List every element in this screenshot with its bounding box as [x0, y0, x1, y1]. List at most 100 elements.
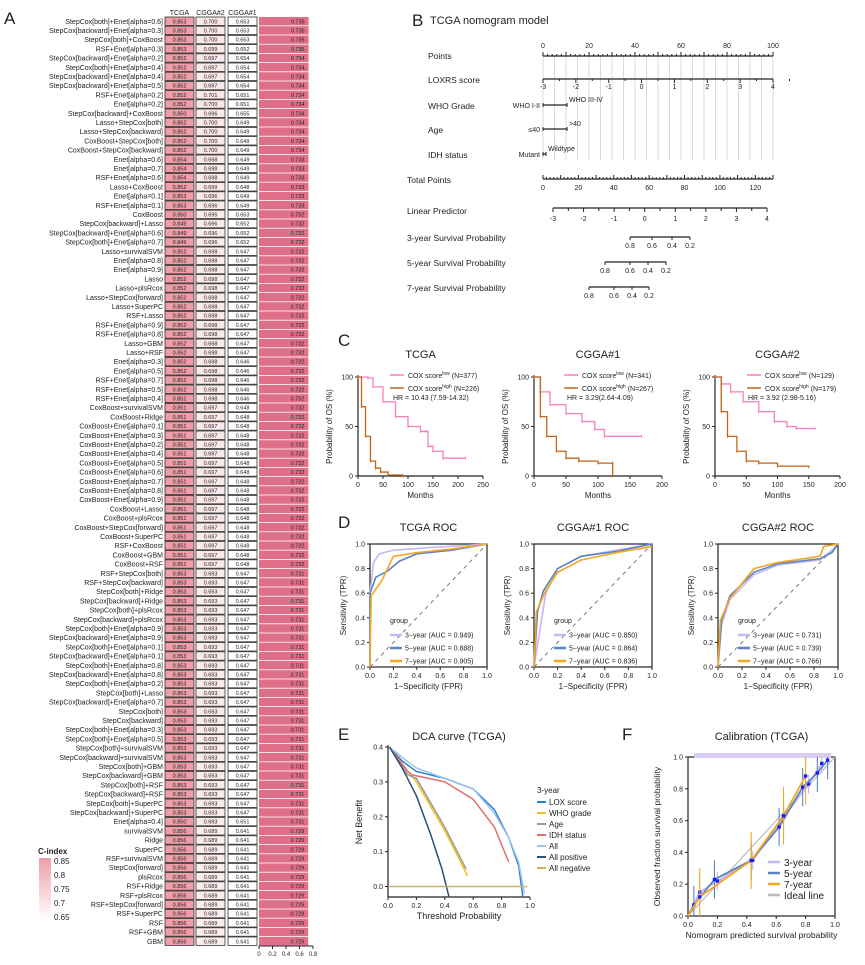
heatmap-cell — [227, 25, 258, 36]
y-tick-label: 100 — [517, 375, 529, 382]
heatmap-cell — [195, 274, 226, 284]
x-axis-label: 1−Specificity (FPR) — [394, 682, 463, 691]
c-index-value: 0.853 — [173, 47, 187, 53]
loxrs-tick-label: 2 — [705, 84, 709, 91]
c-index-value: 0.652 — [236, 222, 250, 228]
heatmap-cell — [195, 218, 226, 229]
c-index-value: 0.851 — [173, 562, 187, 568]
heatmap-cell — [164, 807, 195, 818]
bar-axis-label: 0 — [257, 952, 261, 958]
y-tick-label: 1.0 — [703, 542, 713, 549]
c-index-value: 0.641 — [236, 838, 250, 844]
c-index-value: 0.853 — [173, 203, 187, 209]
c-index-value: 0.853 — [173, 811, 187, 817]
7-year-survival-scale-tick-label: 0.2 — [644, 293, 654, 300]
c-index-value: 0.693 — [204, 617, 218, 623]
heatmap-cell — [227, 393, 258, 404]
mean-c-index-bar — [259, 210, 309, 219]
mean-c-index-bar — [259, 99, 309, 109]
c-index-value: 0.851 — [173, 535, 187, 541]
heatmap-cell — [227, 218, 258, 229]
x-tick-label: 250 — [477, 482, 489, 489]
legend-label: All — [549, 842, 558, 851]
mean-c-index-value: 0.734 — [291, 102, 305, 108]
c-index-value: 0.851 — [173, 489, 187, 495]
mean-c-index-bar — [259, 633, 309, 642]
c-index-value: 0.699 — [204, 185, 218, 191]
c-index-value: 0.851 — [173, 507, 187, 513]
heatmap-cell — [164, 550, 195, 560]
c-index-value: 0.856 — [173, 939, 187, 945]
points-tick-label: 0 — [541, 43, 545, 50]
model-name: RSF — [149, 920, 163, 927]
heatmap-cell — [227, 35, 258, 45]
c-index-value: 0.693 — [204, 590, 218, 596]
c-index-value: 0.641 — [236, 893, 250, 899]
model-name: RSF+StepCox[backward] — [84, 580, 163, 587]
c-index-value: 0.696 — [204, 203, 218, 209]
heatmap-cell — [164, 697, 195, 707]
c-index-value: 0.689 — [204, 921, 218, 927]
model-name: StepCox[backward]+Enet[alpha=0.1] — [49, 654, 163, 661]
y-tick-label: 1.0 — [519, 542, 529, 549]
x-tick-label: 0.2 — [389, 673, 399, 680]
c-index-value: 0.856 — [173, 912, 187, 918]
c-index-value: 0.852 — [173, 148, 187, 154]
chart-title: Calibration (TCGA) — [715, 731, 809, 743]
heatmap-cell — [227, 255, 258, 266]
c-index-value: 0.697 — [204, 415, 218, 421]
mean-c-index-bar — [259, 173, 309, 182]
c-index-value: 0.649 — [236, 167, 250, 173]
mean-c-index-value: 0.729 — [290, 829, 304, 835]
mean-c-index-value: 0.732 — [291, 479, 305, 485]
c-index-value: 0.648 — [236, 406, 250, 412]
heatmap-cell — [227, 99, 258, 109]
model-name: StepCox[backward]+GBM — [82, 773, 163, 780]
calibration-point — [715, 879, 720, 883]
model-name: RSF+Enet[alpha=0.4] — [96, 396, 163, 403]
model-name: StepCox[backward]+Enet[alpha=0.5] — [49, 83, 163, 90]
c-index-value: 0.647 — [236, 341, 250, 347]
heatmap-cell — [227, 715, 258, 726]
x-tick-label: 0.6 — [435, 673, 445, 680]
y-tick-label: 0.2 — [519, 640, 529, 647]
c-index-value: 0.697 — [204, 65, 218, 71]
mean-c-index-value: 0.733 — [291, 167, 305, 173]
mean-c-index-value: 0.729 — [290, 847, 304, 853]
model-name: CoxBoost+Enet[alpha=0.1] — [79, 424, 163, 431]
x-tick-label: 200 — [452, 482, 464, 489]
heatmap-cell — [164, 633, 195, 643]
heatmap-cell — [227, 301, 258, 312]
heatmap-cell — [195, 697, 226, 707]
y-tick-label: 0.4 — [703, 615, 713, 622]
mean-c-index-bar — [259, 835, 309, 845]
mean-c-index-value: 0.732 — [291, 240, 305, 246]
heatmap-cell — [195, 320, 226, 330]
c-index-value: 0.641 — [236, 875, 250, 881]
mean-c-index-value: 0.732 — [291, 424, 305, 430]
panel-label-F: F — [622, 725, 632, 744]
c-index-value: 0.851 — [173, 516, 187, 522]
c-index-value: 0.852 — [173, 121, 187, 127]
model-name: StepCox[both]+Enet[alpha=0.4] — [65, 65, 163, 72]
heatmap-cell — [227, 706, 258, 716]
c-index-value: 0.852 — [173, 397, 187, 403]
heatmap-cell — [164, 347, 195, 358]
mean-c-index-value: 0.731 — [291, 645, 305, 651]
c-index-value: 0.700 — [204, 102, 218, 108]
heatmap-cell — [164, 145, 195, 155]
c-index-value: 0.696 — [204, 231, 218, 237]
heatmap-cell — [227, 642, 258, 652]
heatmap-cell — [227, 761, 258, 772]
heatmap-cell — [227, 633, 258, 643]
c-index-value: 0.693 — [204, 783, 218, 789]
idh-scale-level: Mutant — [519, 152, 540, 159]
heatmap-cell — [195, 356, 226, 367]
c-index-value: 0.647 — [236, 700, 250, 706]
c-index-value: 0.647 — [236, 581, 250, 587]
heatmap-cell — [195, 163, 226, 173]
heatmap-cell — [227, 909, 258, 919]
roc-curve — [533, 545, 653, 668]
mean-c-index-bar — [259, 366, 309, 375]
calibration-point — [803, 774, 808, 778]
